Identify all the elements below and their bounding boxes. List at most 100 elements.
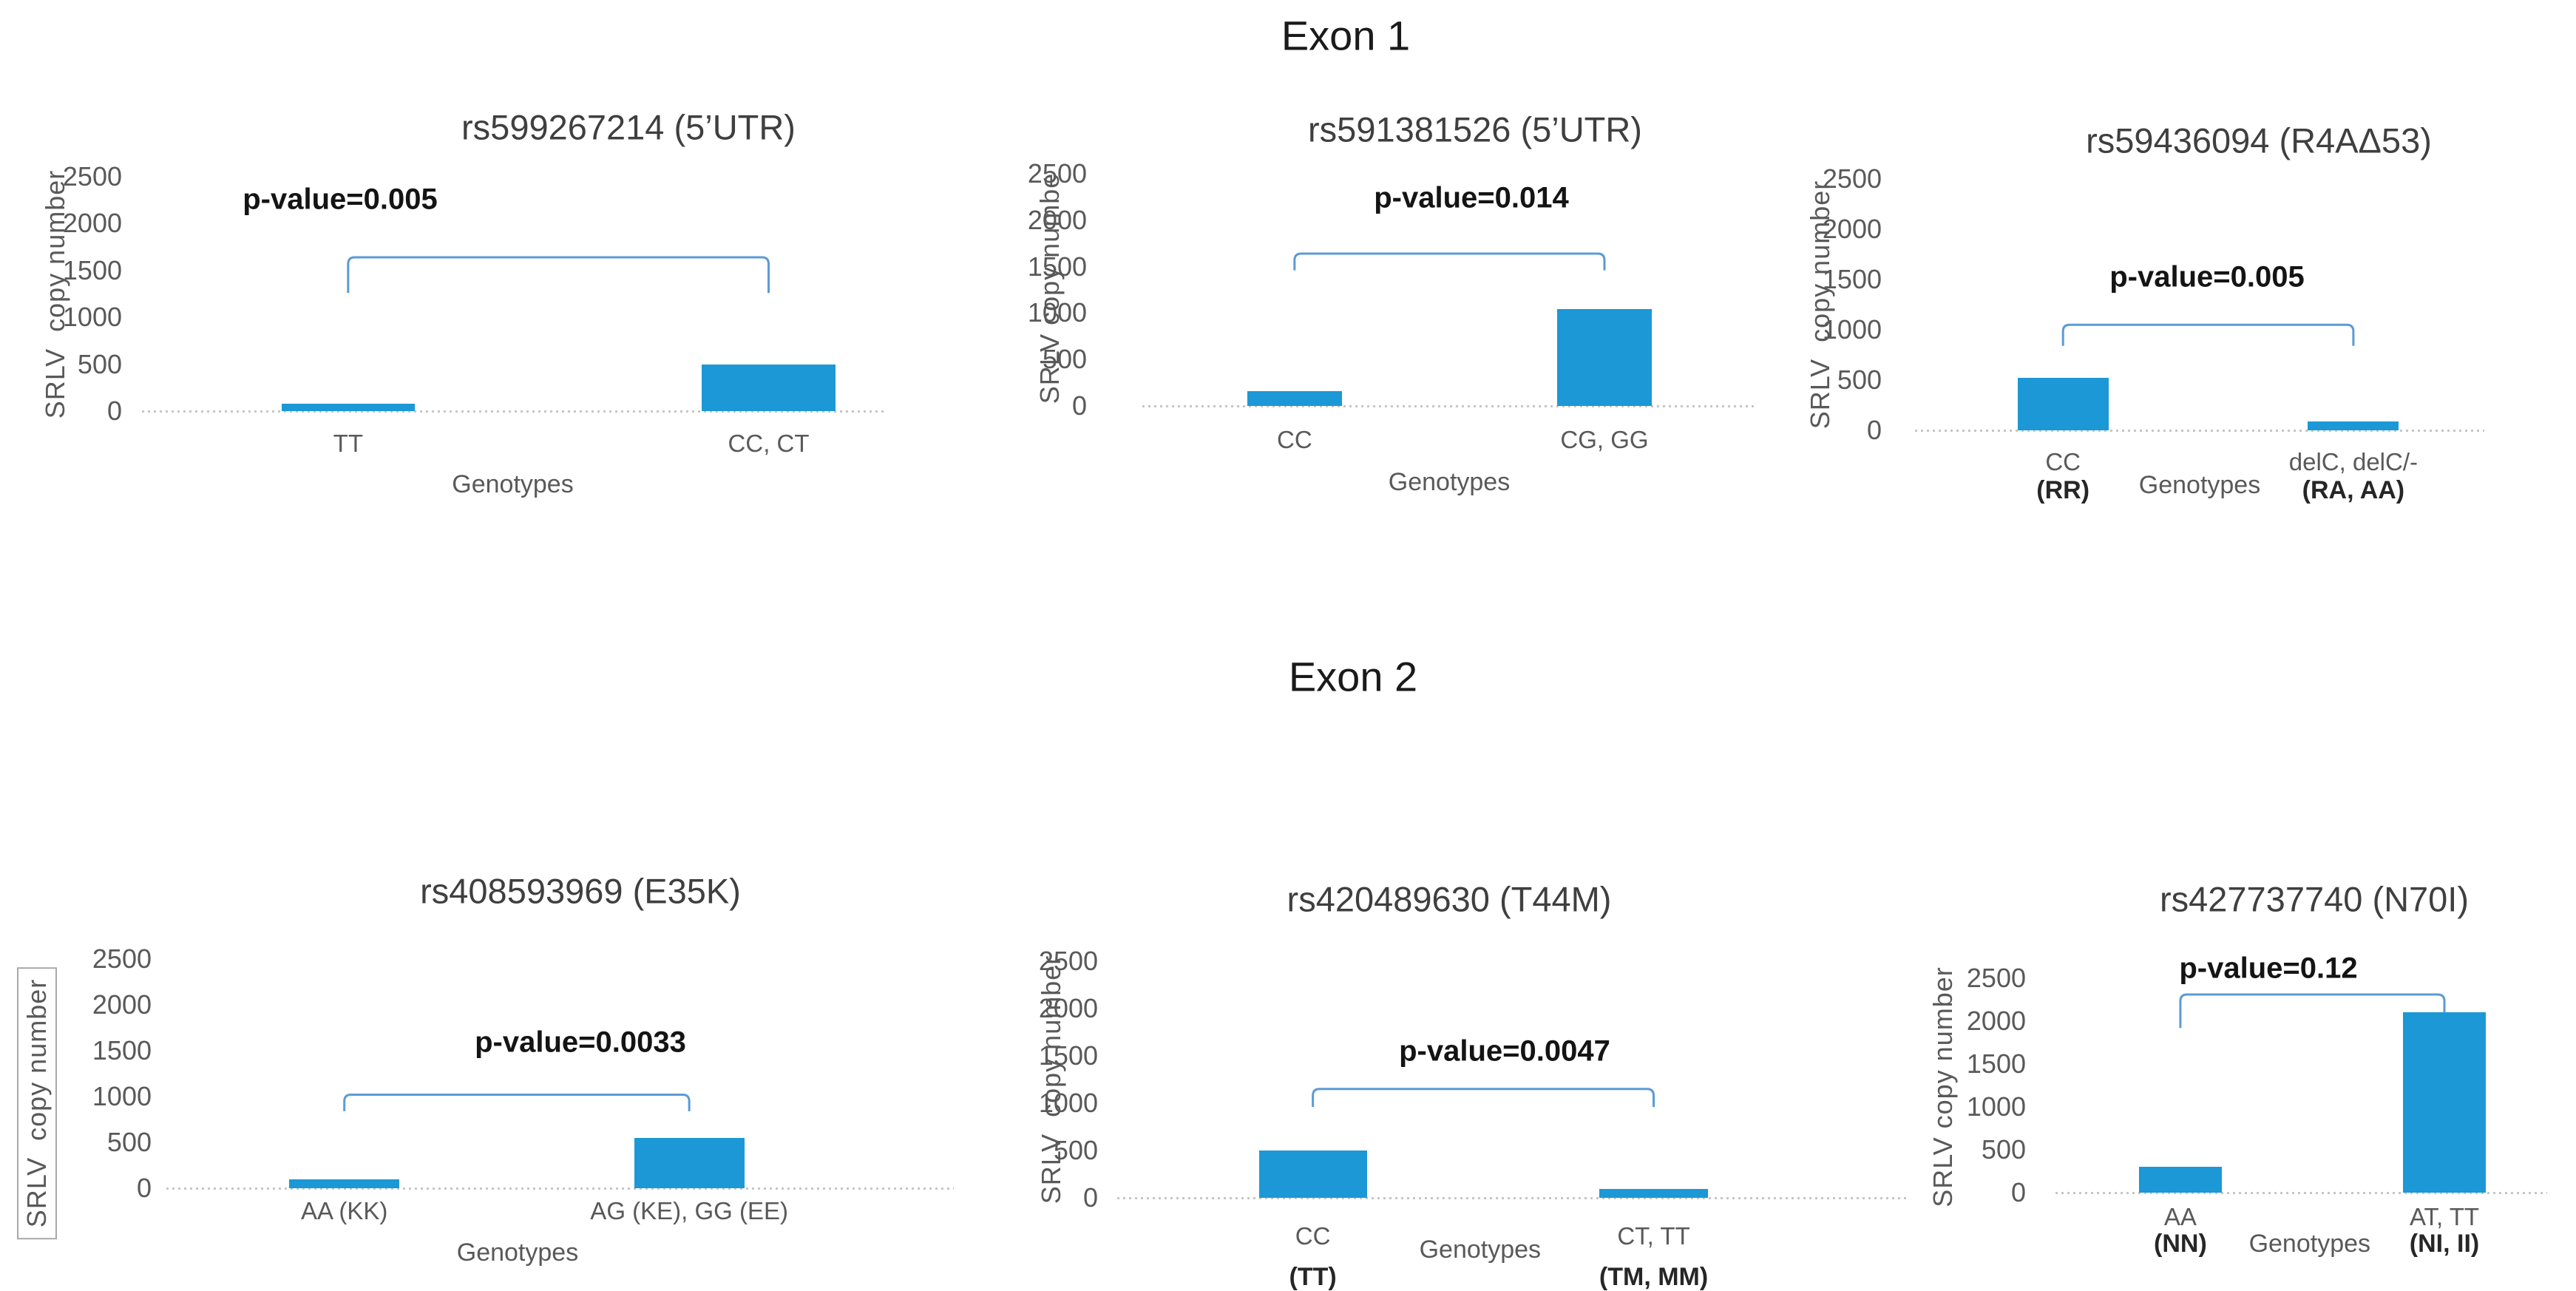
- significance-bracket: [1293, 252, 1606, 271]
- section-heading-exon-1: Exon 1: [1281, 12, 1411, 59]
- category-sublabel: (TM, MM): [1599, 1263, 1709, 1291]
- significance-bracket: [2061, 323, 2355, 346]
- y-axis-tick: 500: [1042, 344, 1087, 375]
- y-axis-tick: 1500: [62, 254, 122, 285]
- bar-CC: [1247, 390, 1343, 406]
- chart-title: rs427737740 (N70I): [2159, 879, 2470, 919]
- category-label: AA (KK): [301, 1197, 388, 1224]
- bar-CC, CT: [702, 364, 835, 411]
- x-axis-title: Genotypes: [1419, 1236, 1542, 1264]
- p-value-label: p-value=0.014: [1374, 181, 1569, 214]
- x-axis-baseline: [1915, 430, 2484, 432]
- p-value-label: p-value=0.0047: [1399, 1034, 1610, 1068]
- category-label: CC: [1276, 426, 1312, 453]
- category-label: delC, delC/-: [2288, 448, 2419, 475]
- category-sublabel: (RA, AA): [2302, 476, 2405, 504]
- chart-rs599267214: rs599267214 (5’UTR) p-value=0.005 2500 2000…: [30, 104, 902, 522]
- y-axis-tick: 0: [1866, 415, 1882, 445]
- y-axis-tick: 1500: [1038, 1040, 1098, 1071]
- y-axis-tick: 1000: [1038, 1088, 1098, 1118]
- x-axis-title: Genotypes: [2138, 471, 2261, 499]
- y-axis-tick: 2000: [1966, 1006, 2026, 1036]
- bar-AA (KK): [289, 1179, 400, 1188]
- x-axis-baseline: [142, 410, 884, 413]
- chart-title: rs408593969 (E35K): [420, 871, 741, 911]
- chart-title: rs59436094 (R4AΔ53): [2086, 121, 2432, 160]
- y-axis-tick: 500: [1053, 1135, 1098, 1165]
- bar-CT, TT: [1599, 1189, 1708, 1198]
- y-axis-tick: 2000: [1822, 214, 1882, 244]
- x-axis-title: Genotypes: [2248, 1230, 2371, 1258]
- chart-title: rs599267214 (5’UTR): [461, 107, 796, 147]
- p-value-label: p-value=0.0033: [475, 1026, 686, 1059]
- category-sublabel: (NI, II): [2409, 1230, 2480, 1258]
- category-label: TT: [333, 430, 363, 457]
- y-axis-tick: 1000: [1966, 1091, 2026, 1122]
- chart-rs427737740: rs427737740 (N70I) p-value=0.12 2500 2000 15…: [1922, 858, 2576, 1291]
- y-axis-tick: 2500: [92, 943, 152, 974]
- y-axis-tick: 1500: [92, 1035, 152, 1065]
- chart-rs408593969: rs408593969 (E35K) p-value=0.0033 2500 2000…: [11, 858, 961, 1291]
- y-axis-tick: 1000: [1822, 314, 1882, 345]
- significance-bracket: [2179, 993, 2446, 1029]
- category-label: AG (KE), GG (EE): [590, 1197, 789, 1224]
- category-label: CC: [1295, 1222, 1331, 1250]
- category-sublabel: (NN): [2154, 1230, 2207, 1258]
- y-axis-tick: 500: [1981, 1134, 2026, 1165]
- x-axis-title: Genotypes: [1388, 468, 1511, 496]
- p-value-label: p-value=0.005: [2109, 260, 2305, 294]
- bar-CC: [1258, 1151, 1367, 1198]
- x-axis-title: Genotypes: [452, 470, 574, 498]
- category-sublabel: (RR): [2036, 476, 2090, 504]
- y-axis-tick: 0: [1071, 390, 1087, 421]
- x-axis-baseline: [1142, 405, 1756, 407]
- y-axis-tick: 2000: [92, 989, 152, 1020]
- y-axis-tick: 1000: [92, 1081, 152, 1111]
- y-axis-tick: 1000: [1027, 297, 1087, 328]
- category-label: CT, TT: [1617, 1222, 1690, 1250]
- y-axis-tick: 2000: [62, 208, 122, 239]
- category-sublabel: (TT): [1289, 1263, 1337, 1291]
- chart-rs591381526: rs591381526 (5’UTR) p-value=0.014 2500 2000…: [1028, 104, 1775, 522]
- chart-title: rs420489630 (T44M): [1287, 879, 1612, 919]
- significance-bracket: [343, 1094, 691, 1111]
- category-label: CC: [2045, 448, 2081, 475]
- y-axis-tick: 500: [1837, 365, 1882, 395]
- y-axis-tick: 500: [77, 348, 122, 379]
- y-axis-tick: 2000: [1038, 993, 1098, 1023]
- x-axis-baseline: [1117, 1197, 1906, 1199]
- category-label: AT, TT: [2409, 1203, 2480, 1230]
- section-heading-exon-2: Exon 2: [1288, 653, 1418, 700]
- chart-title: rs591381526 (5’UTR): [1308, 109, 1642, 149]
- y-axis-tick: 2500: [1027, 158, 1087, 189]
- category-label: AA: [2163, 1203, 2197, 1230]
- y-axis-tick: 0: [106, 396, 122, 426]
- chart-rs59436094: rs59436094 (R4AΔ53) p-value=0.005 2500 2000…: [1797, 104, 2576, 532]
- y-axis-tick: 2500: [1038, 946, 1098, 976]
- category-label: CC, CT: [728, 430, 810, 457]
- y-axis-tick: 0: [2010, 1177, 2026, 1207]
- y-axis-tick: 2500: [62, 161, 122, 192]
- y-axis-tick: 2500: [1966, 963, 2026, 993]
- chart-rs420489630: rs420489630 (T44M) p-value=0.0047 2500 2000…: [1028, 858, 1908, 1291]
- bar-CG, GG: [1556, 309, 1653, 406]
- y-axis-tick: 2500: [1822, 163, 1882, 194]
- y-axis-tick: 0: [1082, 1182, 1098, 1213]
- bar-CC: [2017, 378, 2109, 430]
- y-axis-tick: 1000: [62, 302, 122, 333]
- x-axis-title: Genotypes: [456, 1239, 579, 1267]
- y-axis-tick: 500: [106, 1127, 152, 1157]
- y-axis-tick: 1500: [1822, 264, 1882, 294]
- bar-AT, TT: [2403, 1012, 2486, 1193]
- x-axis-baseline: [2055, 1192, 2547, 1194]
- bar-AA: [2139, 1167, 2222, 1193]
- bar-TT: [281, 403, 416, 411]
- category-label: CG, GG: [1560, 426, 1649, 453]
- x-axis-baseline: [166, 1187, 954, 1190]
- p-value-label: p-value=0.12: [2179, 952, 2358, 985]
- y-axis-tick: 1500: [1966, 1048, 2026, 1079]
- bar-delC, delC/-: [2308, 421, 2399, 430]
- y-axis-tick: 2000: [1027, 204, 1087, 235]
- y-axis-tick: 1500: [1027, 251, 1087, 282]
